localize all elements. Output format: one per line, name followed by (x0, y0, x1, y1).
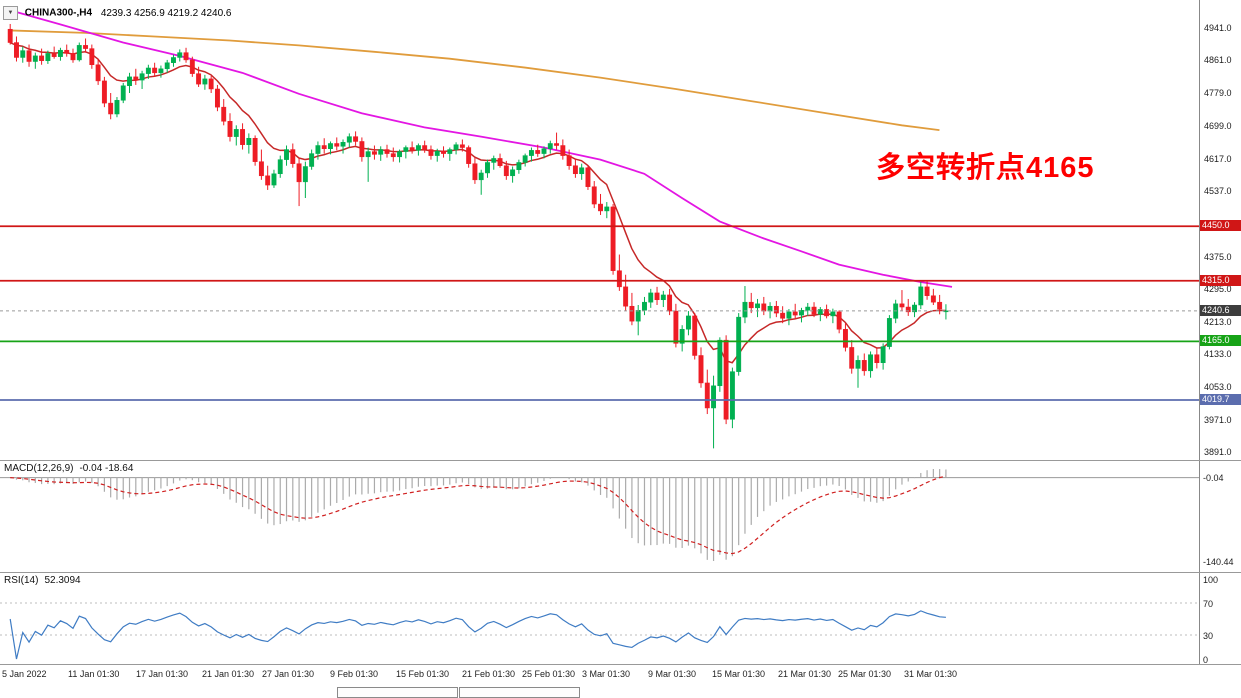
price-tag: 4019.7 (1200, 394, 1241, 406)
macd-histogram (15, 469, 947, 561)
macd-label: MACD(12,26,9) -0.04 -18.64 (4, 463, 133, 474)
price-axis-label: 4699.0 (1204, 120, 1232, 131)
time-axis-label: 27 Jan 01:30 (262, 669, 315, 679)
price-axis-label: 4133.0 (1204, 349, 1232, 360)
price-axis-label: 4617.0 (1204, 153, 1232, 164)
price-axis-label: 3891.0 (1204, 447, 1232, 457)
price-tag: 4450.0 (1200, 220, 1241, 232)
macd-axis-min-label: -140.44 (1203, 557, 1234, 567)
price-axis-label: 3971.0 (1204, 414, 1232, 425)
ohlc-values-label: 4239.3 4256.9 4219.2 4240.6 (100, 7, 232, 19)
time-axis-label: 9 Mar 01:30 (648, 669, 697, 679)
price-axis-label: 4213.0 (1204, 316, 1232, 327)
rsi-axis-label: 100 (1203, 575, 1219, 585)
time-axis-label: 11 Jan 01:30 (68, 669, 120, 679)
price-axis-label: 4053.0 (1204, 381, 1232, 392)
time-axis-label: 9 Feb 01:30 (330, 669, 379, 679)
panel-splitter-macd[interactable] (0, 460, 1241, 461)
ma-fast-line (9, 41, 946, 364)
ma-slow-line (9, 29, 940, 132)
current-price-tag: 4240.6 (1200, 304, 1241, 316)
price-axis-separator (1199, 0, 1200, 664)
time-axis-label: 25 Feb 01:30 (522, 669, 576, 679)
macd-axis-current-label: -0.04 (1203, 472, 1224, 483)
rsi-axis-label: 0 (1203, 655, 1209, 665)
time-axis-label: 15 Mar 01:30 (712, 669, 766, 679)
macd-values: -0.04 -18.64 (79, 463, 134, 474)
rsi-name: RSI(14) (4, 575, 39, 586)
panel-splitter-rsi[interactable] (0, 572, 1241, 573)
annotation-text: 多空转折点4165 (876, 152, 1095, 184)
ma-mid-line (9, 9, 953, 288)
price-tag: 4165.0 (1200, 335, 1241, 347)
price-tag: 4315.0 (1200, 274, 1241, 286)
rsi-value: 52.3094 (44, 575, 81, 586)
macd-panel-canvas[interactable] (0, 461, 1199, 572)
rsi-axis-label: 70 (1203, 599, 1214, 609)
rsi-panel-canvas[interactable] (0, 573, 1199, 664)
candles-layer (7, 23, 949, 449)
rsi-label: RSI(14) 52.3094 (4, 575, 81, 586)
rsi-axis-label: 30 (1203, 631, 1214, 641)
time-axis-label: 5 Jan 2022 (2, 669, 47, 679)
price-axis-label: 4861.0 (1204, 55, 1232, 66)
time-axis-label: 17 Jan 01:30 (136, 669, 189, 679)
time-axis-label: 25 Mar 01:30 (838, 669, 892, 679)
time-axis-label: 15 Feb 01:30 (396, 669, 450, 679)
main-chart-canvas[interactable] (0, 0, 1199, 460)
price-axis-label: 4941.0 (1204, 23, 1232, 33)
time-axis-label: 21 Jan 01:30 (202, 669, 255, 679)
price-axis-label: 4295.0 (1204, 283, 1232, 294)
time-axis-separator (0, 664, 1241, 665)
price-axis-label: 4537.0 (1204, 186, 1232, 197)
bottom-tab-box-2[interactable] (459, 687, 580, 698)
macd-signal-line (10, 475, 947, 555)
symbol-timeframe-label: CHINA300-,H4 (24, 7, 93, 19)
time-axis-label: 31 Mar 01:30 (904, 669, 958, 679)
chart-header: ▼ CHINA300-,H4 4239.3 4256.9 4219.2 4240… (3, 6, 232, 20)
time-axis-label: 21 Feb 01:30 (462, 669, 516, 679)
time-axis-label: 21 Mar 01:30 (778, 669, 832, 679)
rsi-line (9, 610, 946, 660)
macd-name: MACD(12,26,9) (4, 463, 74, 474)
time-axis-label: 3 Mar 01:30 (582, 669, 631, 679)
price-axis-label: 4779.0 (1204, 88, 1232, 99)
price-axis-label: 4375.0 (1204, 251, 1232, 262)
symbol-dropdown-icon[interactable]: ▼ (3, 6, 18, 20)
bottom-tab-box-1[interactable] (337, 687, 458, 698)
